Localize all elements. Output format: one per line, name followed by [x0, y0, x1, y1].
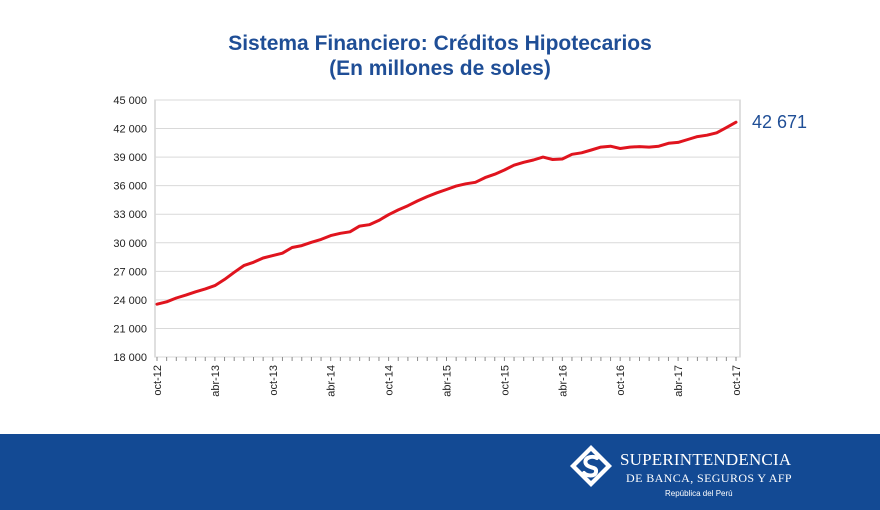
x-tick-label: abr-13 [210, 365, 222, 397]
x-tick-label: abr-14 [326, 365, 338, 397]
last-value-label: 42 671 [752, 112, 807, 132]
y-tick-label: 45 000 [113, 95, 147, 107]
x-tick-label: oct-13 [268, 365, 280, 396]
y-tick-label: 33 000 [113, 209, 147, 221]
x-tick-label: oct-16 [615, 365, 627, 396]
y-tick-label: 30 000 [113, 238, 147, 250]
org-country: República del Perú [665, 489, 733, 498]
y-tick-label: 18 000 [113, 352, 147, 364]
x-tick-label: abr-15 [442, 365, 454, 397]
y-tick-label: 27 000 [113, 266, 147, 278]
y-tick-label: 24 000 [113, 295, 147, 307]
line-chart: 18 000 21 000 24 000 27 000 30 000 33 000 36 0… [113, 95, 807, 397]
x-tick-label: oct-12 [152, 365, 164, 396]
y-tick-label: 36 000 [113, 181, 147, 193]
x-tick-label: oct-14 [384, 365, 396, 396]
footer-bar [0, 434, 880, 510]
x-tick-label: abr-17 [673, 365, 685, 397]
sbs-logo-icon [570, 445, 612, 487]
y-tick-label: 42 000 [113, 124, 147, 136]
chart-subtitle: (En millones de soles) [329, 57, 551, 80]
series-line [155, 120, 738, 306]
org-name: Superintendencia [620, 450, 792, 469]
org-subtitle: de Banca, Seguros y AFP [626, 471, 793, 485]
x-tick-label: oct-15 [499, 365, 511, 396]
plot-area [154, 99, 741, 358]
chart-title: Sistema Financiero: Créditos Hipotecario… [228, 32, 652, 55]
x-tick-label: oct-17 [731, 365, 743, 396]
y-tick-label: 21 000 [113, 323, 147, 335]
y-tick-label: 39 000 [113, 152, 147, 164]
x-tick-label: abr-16 [557, 365, 569, 397]
